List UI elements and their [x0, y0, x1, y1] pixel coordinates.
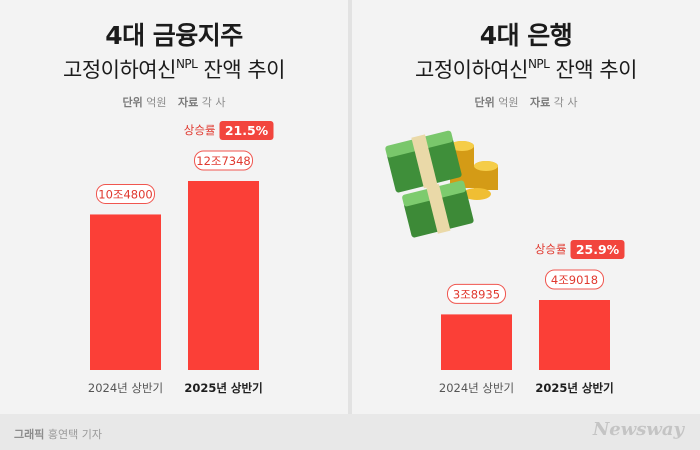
category-label: 2024년 상반기: [439, 381, 514, 395]
right-subtitle: 고정이하여신NPL 잔액 추이: [352, 54, 700, 84]
right-bar-chart: 3조8935 2024년 상반기 4조9018 2025년 상반기 상승률 25.9%: [439, 240, 625, 395]
value-label-box: [96, 183, 155, 204]
credit-line: 그래픽 홍연택 기자: [14, 426, 102, 442]
growth-label: 상승률: [535, 242, 567, 256]
value-label: 10조4800: [98, 187, 152, 201]
growth-value: 21.5%: [225, 123, 269, 138]
left-bar-chart: 10조4800 2024년 상반기 12조7348 2025년 상반기 상승률 21.5%: [88, 121, 274, 395]
value-label: 3조8935: [453, 287, 500, 301]
bar-2: [188, 181, 259, 370]
right-unit-value: 억원: [498, 96, 519, 109]
right-source-value: 각 사: [553, 96, 578, 109]
category-label: 2025년 상반기: [535, 381, 613, 395]
right-title: 4대 은행: [479, 21, 573, 50]
growth-badge: [219, 121, 274, 140]
right-subtitle-text: 고정이하여신: [415, 58, 528, 82]
left-unit-label: 단위: [122, 96, 143, 109]
left-source-line: 단위 억원 자료 각 사: [0, 94, 348, 110]
value-label-box: [545, 269, 604, 290]
left-subtitle-text: 고정이하여신: [63, 58, 176, 82]
left-source-value: 각 사: [201, 96, 226, 109]
credit-value: 홍연택 기자: [47, 428, 102, 441]
bar-2: [539, 300, 610, 370]
right-subtitle-tail: 잔액 추이: [549, 58, 638, 82]
footer: [0, 414, 700, 450]
bar-1: [90, 214, 161, 370]
left-subtitle-sup: NPL: [175, 57, 198, 71]
cash-stack-icon: [385, 130, 462, 193]
growth-badge: [570, 240, 625, 259]
left-source-label: 자료: [178, 96, 199, 109]
right-subtitle-sup: NPL: [527, 57, 550, 71]
value-label: 12조7348: [196, 154, 250, 168]
left-subtitle-tail: 잔액 추이: [197, 58, 286, 82]
right-panel: 4대 은행 고정이하여신NPL 잔액 추이 단위 억원 자료 각 사 3조893…: [352, 0, 700, 414]
value-label-box: [447, 283, 506, 304]
growth-value: 25.9%: [576, 242, 620, 257]
category-label: 2025년 상반기: [184, 381, 262, 395]
bar-1: [441, 314, 512, 370]
right-source-label: 자료: [530, 96, 551, 109]
left-subtitle: 고정이하여신NPL 잔액 추이: [0, 54, 348, 84]
value-label: 4조9018: [551, 273, 598, 287]
money-illustration: [385, 130, 498, 238]
growth-label: 상승률: [184, 123, 216, 137]
cash-stack-icon: [402, 180, 474, 238]
left-panel: 4대 금융지주 고정이하여신NPL 잔액 추이 단위 억원 자료 각 사 10조…: [0, 0, 348, 414]
category-label: 2024년 상반기: [88, 381, 163, 395]
right-source-line: 단위 억원 자료 각 사: [352, 94, 700, 110]
credit-label: 그래픽: [14, 428, 45, 441]
left-title: 4대 금융지주: [105, 21, 243, 50]
panel-divider: [348, 0, 352, 414]
brand-logo: Newsway: [592, 419, 684, 440]
left-unit-value: 억원: [146, 96, 167, 109]
right-unit-label: 단위: [474, 96, 495, 109]
value-label-box: [194, 150, 253, 171]
